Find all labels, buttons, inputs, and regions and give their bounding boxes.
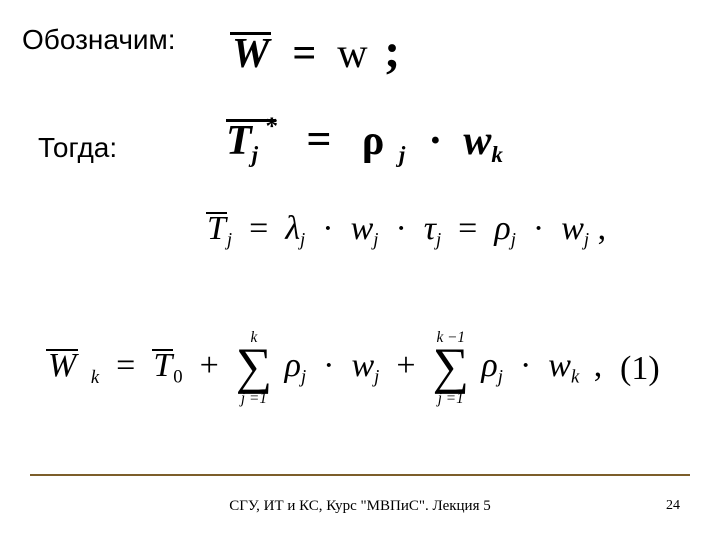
equation-4: W k = T 0 + k ∑ j =1 ρj · wj + k −1 ∑ j … bbox=[46, 330, 602, 406]
eq4-plus2: + bbox=[388, 347, 424, 384]
eq3-w1: w bbox=[351, 210, 374, 247]
eq4-w2sub: k bbox=[571, 367, 579, 388]
eq4-tail: , bbox=[588, 347, 603, 384]
label-then: Тогда: bbox=[38, 132, 117, 164]
eq4-sum1-lo: j =1 bbox=[236, 391, 272, 406]
eq4-dot1: · bbox=[315, 347, 343, 384]
eq3-eq1: = bbox=[241, 210, 277, 247]
eq4-w2: w bbox=[548, 347, 571, 384]
eq4-w1: w bbox=[351, 347, 374, 384]
eq3-dot2: · bbox=[387, 210, 415, 247]
eq2-Tsub: j bbox=[252, 141, 258, 167]
slide: Обозначим: W = w ; Тогда: Tj * = ρ j · w… bbox=[0, 0, 720, 540]
eq4-plus1: + bbox=[191, 347, 227, 384]
eq3-tail: , bbox=[598, 210, 607, 247]
eq1-rhs: w bbox=[337, 31, 367, 77]
eq1-equals: = bbox=[282, 31, 327, 77]
eq2-eq: = bbox=[287, 115, 352, 164]
eq4-eq: = bbox=[108, 347, 144, 384]
eq3-lam: λ bbox=[285, 210, 300, 247]
eq4-rho1: ρ bbox=[281, 347, 301, 384]
eq4-rho1sub: j bbox=[301, 367, 306, 388]
divider-rule bbox=[30, 474, 690, 476]
eq4-dot2: · bbox=[511, 347, 539, 384]
eq4-rho2: ρ bbox=[477, 347, 497, 384]
eq2-rhosub: j bbox=[395, 141, 407, 167]
eq2-sup: * bbox=[265, 113, 278, 141]
eq3-tau: τ bbox=[424, 210, 436, 247]
eq2-wsub: k bbox=[491, 141, 503, 167]
equation-4-tag: (1) bbox=[620, 350, 660, 388]
eq3-dot3: · bbox=[524, 210, 552, 247]
eq3-Tsub: j bbox=[227, 230, 232, 251]
eq4-w1sub: j bbox=[374, 367, 379, 388]
eq1-tail: ; bbox=[378, 25, 400, 78]
eq2-T: T bbox=[226, 118, 252, 164]
eq4-sum2-lo: j =1 bbox=[433, 391, 469, 406]
equation-3: T j = λj · wj · τj = ρj · wj , bbox=[206, 210, 606, 252]
eq4-T0sub: 0 bbox=[173, 367, 182, 388]
eq1-lhs: W bbox=[232, 31, 269, 77]
eq3-tausub: j bbox=[436, 230, 441, 251]
footer-text: СГУ, ИТ и КС, Курс "МВПиС". Лекция 5 bbox=[0, 498, 720, 515]
eq2-rho: ρ bbox=[362, 118, 384, 164]
eq2-dot: · bbox=[418, 118, 453, 164]
eq4-rho2sub: j bbox=[498, 367, 503, 388]
eq4-sum1: k ∑ j =1 bbox=[236, 330, 272, 406]
eq3-lamsub: j bbox=[300, 230, 305, 251]
equation-1: W = w ; bbox=[230, 24, 400, 79]
eq4-sum2: k −1 ∑ j =1 bbox=[433, 330, 469, 406]
eq3-rho: ρ bbox=[494, 210, 510, 247]
eq4-T0: T bbox=[153, 347, 172, 384]
eq3-w2: w bbox=[561, 210, 584, 247]
eq3-dot1: · bbox=[314, 210, 342, 247]
eq3-w1sub: j bbox=[373, 230, 378, 251]
eq3-T: T bbox=[207, 210, 226, 247]
page-number: 24 bbox=[666, 498, 680, 514]
eq3-eq2: = bbox=[450, 210, 486, 247]
eq4-Wsub: k bbox=[87, 367, 99, 388]
label-denote: Обозначим: bbox=[22, 24, 176, 56]
eq3-w2sub: j bbox=[584, 230, 589, 251]
eq2-w: w bbox=[463, 118, 491, 164]
eq3-rhosub: j bbox=[511, 230, 516, 251]
equation-2: Tj * = ρ j · wk bbox=[226, 114, 503, 168]
eq4-W: W bbox=[48, 347, 76, 384]
